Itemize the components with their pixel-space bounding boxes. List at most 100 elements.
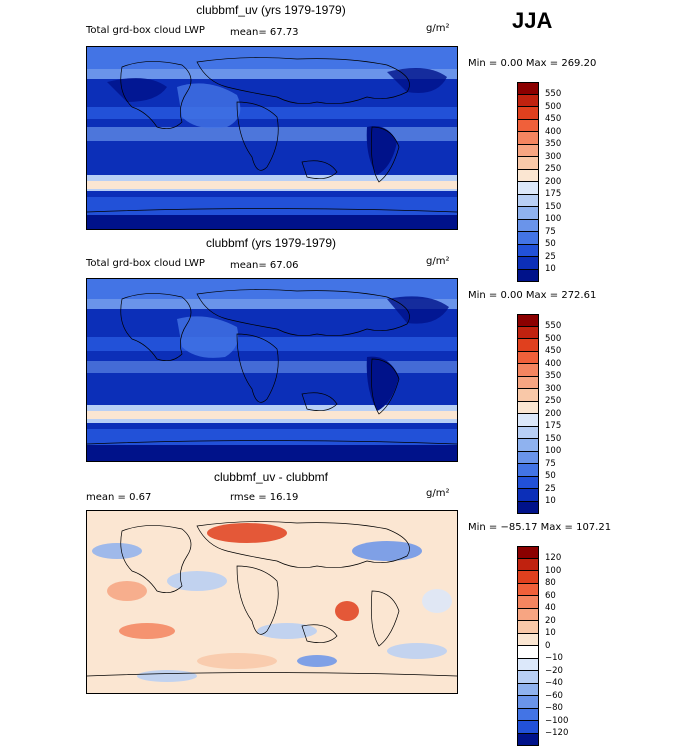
colorbar-label: 100: [545, 565, 568, 578]
colorbar-cell: [517, 257, 539, 270]
colorbar-cell: [517, 427, 539, 440]
colorbar-cell: [517, 634, 539, 647]
colorbar-label: 10: [545, 495, 561, 508]
colorbar-label: 250: [545, 395, 561, 408]
colorbar-cell: [517, 232, 539, 245]
panel-1-title: clubbmf_uv (yrs 1979-1979): [86, 3, 456, 17]
panel-1-colorbar: [517, 82, 539, 282]
colorbar-label: 0: [545, 640, 568, 653]
colorbar-label: 75: [545, 458, 561, 471]
colorbar-cell: [517, 489, 539, 502]
colorbar-label: 550: [545, 88, 561, 101]
colorbar-label: 500: [545, 333, 561, 346]
colorbar-cell: [517, 671, 539, 684]
colorbar-label: 450: [545, 113, 561, 126]
colorbar-label: −20: [545, 665, 568, 678]
colorbar-cell: [517, 621, 539, 634]
colorbar-label: −100: [545, 715, 568, 728]
colorbar-cell: [517, 477, 539, 490]
colorbar-label: 40: [545, 602, 568, 615]
colorbar-cell: [517, 684, 539, 697]
colorbar-cell: [517, 559, 539, 572]
colorbar-cell: [517, 207, 539, 220]
colorbar-label: 80: [545, 577, 568, 590]
colorbar-label: 100: [545, 213, 561, 226]
colorbar-cell: [517, 182, 539, 195]
colorbar-label: 25: [545, 251, 561, 264]
colorbar-cell: [517, 734, 539, 746]
colorbar-cell: [517, 452, 539, 465]
colorbar-cell: [517, 439, 539, 452]
panel-1-map: [86, 46, 458, 230]
panel-3-title: clubbmf_uv - clubbmf: [86, 470, 456, 484]
colorbar-label: 175: [545, 420, 561, 433]
panel-2-minmax: Min = 0.00 Max = 272.61: [468, 290, 596, 301]
colorbar-label: 250: [545, 163, 561, 176]
colorbar-cell: [517, 414, 539, 427]
colorbar-cell: [517, 327, 539, 340]
colorbar-label: 300: [545, 383, 561, 396]
colorbar-cell: [517, 464, 539, 477]
colorbar-label: 10: [545, 627, 568, 640]
colorbar-cell: [517, 571, 539, 584]
colorbar-label: 150: [545, 433, 561, 446]
colorbar-cell: [517, 696, 539, 709]
colorbar-label: 400: [545, 358, 561, 371]
colorbar-cell: [517, 157, 539, 170]
colorbar-label: 550: [545, 320, 561, 333]
colorbar-cell: [517, 502, 539, 515]
panel-2-title: clubbmf (yrs 1979-1979): [86, 236, 456, 250]
colorbar-label: 100: [545, 445, 561, 458]
colorbar-label: −10: [545, 652, 568, 665]
colorbar-cell: [517, 270, 539, 283]
colorbar-cell: [517, 120, 539, 133]
colorbar-label: 75: [545, 226, 561, 239]
colorbar-cell: [517, 145, 539, 158]
colorbar-label: −120: [545, 727, 568, 740]
colorbar-label: 175: [545, 188, 561, 201]
panel-1-minmax: Min = 0.00 Max = 269.20: [468, 58, 596, 69]
panel-1-units: g/m²: [426, 23, 449, 34]
colorbar-label: 20: [545, 615, 568, 628]
colorbar-cell: [517, 95, 539, 108]
colorbar-cell: [517, 107, 539, 120]
colorbar-label: 50: [545, 238, 561, 251]
colorbar-label: 10: [545, 263, 561, 276]
season-label: JJA: [512, 8, 552, 34]
colorbar-label: −80: [545, 702, 568, 715]
colorbar-label: 200: [545, 176, 561, 189]
colorbar-cell: [517, 364, 539, 377]
colorbar-label: 450: [545, 345, 561, 358]
colorbar-cell: [517, 82, 539, 95]
colorbar-label: 120: [545, 552, 568, 565]
panel-3-rmse: rmse = 16.19: [230, 492, 298, 503]
panel-1-variable: Total grd-box cloud LWP: [86, 25, 205, 36]
colorbar-label: 200: [545, 408, 561, 421]
colorbar-cell: [517, 546, 539, 559]
colorbar-cell: [517, 721, 539, 734]
colorbar-label: 350: [545, 370, 561, 383]
colorbar-label: 500: [545, 101, 561, 114]
panel-3-units: g/m²: [426, 488, 449, 499]
colorbar-cell: [517, 132, 539, 145]
colorbar-cell: [517, 646, 539, 659]
colorbar-cell: [517, 596, 539, 609]
colorbar-label: −60: [545, 690, 568, 703]
colorbar-cell: [517, 314, 539, 327]
panel-1-mean: mean= 67.73: [230, 27, 299, 38]
colorbar-label: 350: [545, 138, 561, 151]
colorbar-label: 150: [545, 201, 561, 214]
colorbar-label: 400: [545, 126, 561, 139]
panel-2-map: [86, 278, 458, 462]
panel-2-colorbar: [517, 314, 539, 514]
colorbar-label: 25: [545, 483, 561, 496]
colorbar-cell: [517, 659, 539, 672]
colorbar-cell: [517, 170, 539, 183]
colorbar-cell: [517, 377, 539, 390]
colorbar-label: −40: [545, 677, 568, 690]
colorbar-cell: [517, 609, 539, 622]
panel-2-mean: mean= 67.06: [230, 260, 299, 271]
